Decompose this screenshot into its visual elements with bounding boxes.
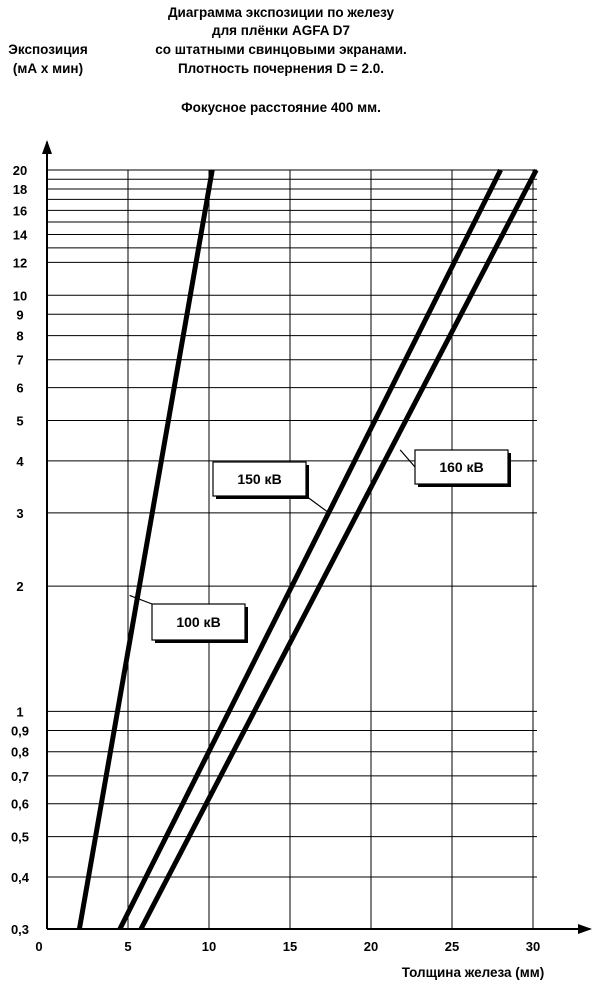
y-tick-label: 4 [16, 454, 24, 469]
series-label-box [414, 449, 509, 485]
y-tick-label: 0,7 [11, 769, 29, 784]
y-tick-label: 9 [16, 307, 23, 322]
y-tick-label: 8 [16, 329, 23, 344]
y-tick-label: 0,4 [11, 870, 30, 885]
y-tick-label: 10 [13, 288, 27, 303]
series-label: 160 кВ [439, 459, 483, 475]
series-line [117, 168, 503, 931]
title-line: Диаграмма экспозиции по железу [168, 5, 395, 20]
x-tick-label: 0 [35, 939, 42, 954]
y-tick-label: 12 [13, 255, 27, 270]
x-axis-label: Толщина железа (мм) [402, 965, 545, 980]
y-axis-label: Экспозиция (мА х мин) [8, 42, 87, 76]
y-tick-label: 0,8 [11, 745, 29, 760]
y-axis-label-line: Экспозиция [8, 42, 87, 57]
y-axis-label-line: (мА х мин) [13, 61, 83, 76]
x-tick-label: 15 [283, 939, 297, 954]
title-line: для плёнки AGFA D7 [212, 23, 350, 38]
title-line: со штатными свинцовыми экранами. [155, 42, 407, 57]
y-tick-label: 2 [16, 579, 23, 594]
y-tick-label: 1 [16, 704, 23, 719]
y-tick-label: 20 [13, 163, 27, 178]
x-tick-label: 30 [526, 939, 540, 954]
x-tick-label: 20 [364, 939, 378, 954]
y-tick-label: 14 [13, 227, 28, 242]
series-leader-line [129, 594, 153, 605]
chart-title: Диаграмма экспозиции по железу для плёнк… [155, 5, 407, 115]
gridlines [47, 169, 537, 929]
series-line [76, 169, 215, 930]
series-label-box [212, 461, 307, 497]
x-tick-label: 5 [124, 939, 131, 954]
title-line: Плотность почернения D = 2.0. [178, 61, 384, 76]
y-tick-label: 16 [13, 203, 27, 218]
y-tick-label: 6 [16, 381, 23, 396]
y-tick-label: 0,3 [11, 922, 29, 937]
series-label-box [151, 603, 246, 641]
y-tick-label: 0,9 [11, 723, 29, 738]
x-tick-label: 10 [202, 939, 216, 954]
x-tick-labels: 0 5 10 15 20 25 30 [35, 939, 540, 954]
series-lines [76, 168, 539, 931]
y-tick-label: 7 [16, 353, 23, 368]
y-tick-label: 5 [16, 414, 23, 429]
series-labels: 100 кВ 150 кВ 160 кВ [129, 449, 511, 643]
x-tick-label: 25 [445, 939, 459, 954]
y-tick-label: 0,5 [11, 830, 29, 845]
chart-subtitle: Фокусное расстояние 400 мм. [181, 100, 381, 115]
y-tick-label: 18 [13, 182, 27, 197]
y-tick-label: 3 [16, 506, 23, 521]
series-line [138, 168, 539, 931]
series-leader-line [399, 449, 416, 468]
series-leader-line [305, 495, 330, 514]
series-label: 150 кВ [237, 471, 281, 487]
y-tick-label: 0,6 [11, 797, 29, 812]
series-label: 100 кВ [176, 614, 220, 630]
y-tick-labels: 0,30,40,50,60,70,80,91234567891012141618… [11, 163, 30, 937]
